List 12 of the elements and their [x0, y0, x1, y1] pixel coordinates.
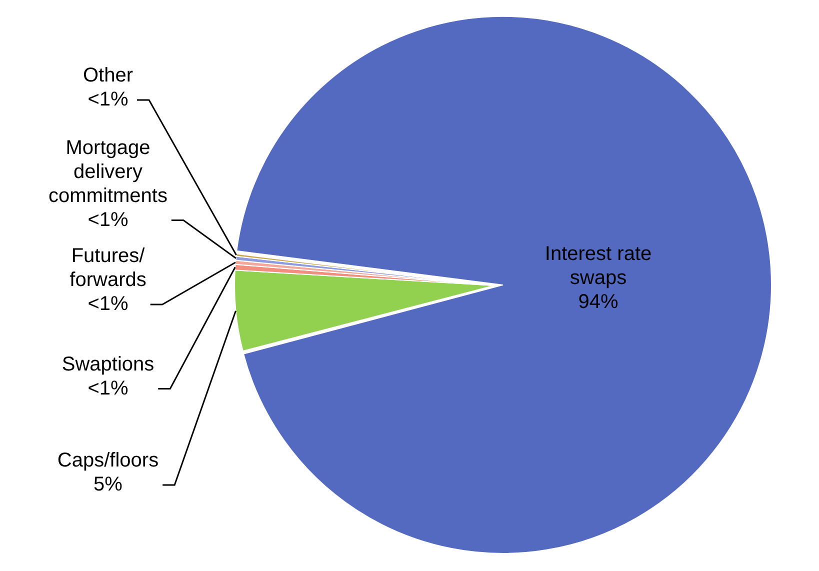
data-label: 94% — [578, 291, 618, 314]
slice-label: Mortgage delivery commitments — [48, 136, 168, 207]
data-label: 5% — [94, 474, 123, 496]
slice-label: Futures/forwards — [70, 245, 146, 292]
slice-label: Interest rate swaps — [544, 243, 652, 290]
slice-label: Swaptions — [62, 353, 154, 376]
data-label: <1% — [88, 88, 129, 111]
data-label: <1% — [88, 377, 129, 400]
slice-label: Caps/floors — [57, 450, 159, 472]
data-label: <1% — [88, 293, 129, 316]
slice-label: Other — [82, 64, 134, 87]
data-label: <1% — [88, 208, 129, 231]
